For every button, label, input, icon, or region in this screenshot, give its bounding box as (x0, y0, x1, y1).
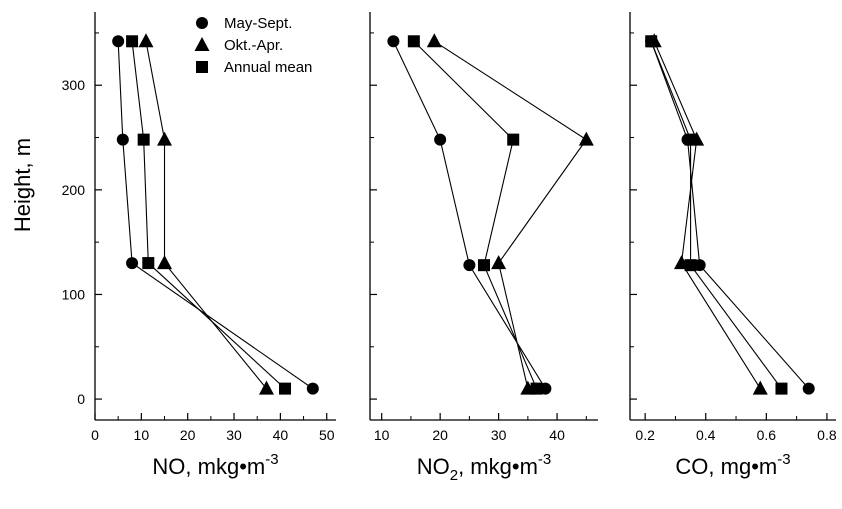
data-point-circle (387, 35, 400, 48)
series-circle (387, 35, 552, 395)
data-point-square (478, 259, 490, 272)
panel-1: 0 100 200 300 0 10 20 30 40 50 NO, mkg•m-3 (62, 12, 336, 479)
y-tick-label: 100 (62, 286, 86, 302)
legend-marker-circle (196, 17, 208, 29)
series-triangle (646, 33, 768, 395)
data-point-circle (126, 257, 139, 270)
data-point-square (142, 257, 155, 270)
series-square (645, 35, 788, 395)
data-point-square (645, 35, 658, 48)
legend-label: Annual mean (224, 59, 312, 76)
y-tick-label: 200 (62, 182, 86, 198)
y-axis-label: Height, m (10, 138, 35, 232)
legend: May-Sept. Okt.-Apr. Annual mean (194, 15, 312, 76)
series-line (650, 41, 810, 389)
data-point-circle (112, 35, 125, 48)
series-line (392, 41, 546, 389)
series-line (131, 41, 286, 390)
series-triangle (426, 33, 594, 395)
series-line (650, 41, 782, 389)
x-tick-label: 20 (432, 427, 448, 443)
data-point-triangle (157, 255, 173, 270)
legend-item: Annual mean (196, 59, 312, 76)
x-axis-label: NO2, mkg•m-3 (417, 451, 552, 484)
y-tick-label: 300 (62, 77, 86, 93)
data-point-triangle (157, 131, 173, 146)
legend-label: May-Sept. (224, 15, 292, 32)
data-point-circle (802, 382, 815, 395)
x-tick-label: 40 (549, 427, 565, 443)
series-line (653, 41, 761, 389)
data-point-square (775, 382, 788, 395)
series-line (117, 41, 314, 390)
x-tick-label: 10 (134, 427, 150, 443)
panel-3: 0.2 0.4 0.6 0.8 CO, mg•m-3 (629, 12, 837, 479)
series-square (126, 35, 292, 395)
data-point-triangle (138, 33, 154, 48)
data-point-triangle (752, 380, 768, 395)
legend-item: Okt.-Apr. (194, 37, 283, 54)
x-tick-label: 0.4 (696, 427, 716, 443)
legend-marker-triangle (194, 37, 210, 51)
data-point-square (126, 35, 139, 48)
data-point-square (137, 133, 150, 146)
data-point-circle (306, 382, 319, 395)
x-tick-label: 20 (180, 427, 196, 443)
x-tick-label: 50 (319, 427, 335, 443)
series-square (407, 35, 543, 395)
legend-label: Okt.-Apr. (224, 37, 283, 54)
x-tick-label: 30 (491, 427, 507, 443)
data-point-square (407, 35, 420, 48)
x-tick-label: 30 (226, 427, 242, 443)
series-line (434, 40, 588, 389)
series-triangle (138, 33, 274, 395)
data-point-square (684, 259, 697, 272)
y-tick-label: 0 (77, 391, 85, 407)
data-point-circle (463, 259, 476, 272)
y-axis-title: Height, m (10, 138, 35, 232)
data-point-square (507, 133, 520, 146)
series-circle (112, 35, 319, 395)
x-tick-label: 10 (374, 427, 390, 443)
data-point-triangle (258, 380, 274, 395)
legend-item: May-Sept. (196, 15, 292, 32)
series-line (413, 40, 538, 389)
data-point-triangle (578, 131, 594, 146)
x-tick-label: 0 (91, 427, 99, 443)
x-tick-label: 0.6 (757, 427, 777, 443)
data-point-triangle (491, 255, 507, 270)
data-point-square (684, 133, 697, 146)
data-point-triangle (426, 33, 442, 48)
x-tick-label: 0.8 (817, 427, 837, 443)
data-point-square (530, 382, 543, 395)
panel-2: 10 20 30 40 NO2, mkg•m-3 (369, 12, 598, 484)
legend-marker-square (196, 61, 208, 73)
data-point-circle (693, 259, 706, 272)
series-line (145, 41, 267, 389)
x-tick-label: 40 (273, 427, 289, 443)
x-tick-label: 0.2 (635, 427, 655, 443)
data-point-circle (434, 133, 447, 146)
data-point-circle (116, 133, 129, 146)
x-axis-label: NO, mkg•m-3 (152, 451, 278, 479)
x-axis-label: CO, mg•m-3 (675, 451, 790, 479)
data-point-square (279, 382, 292, 395)
